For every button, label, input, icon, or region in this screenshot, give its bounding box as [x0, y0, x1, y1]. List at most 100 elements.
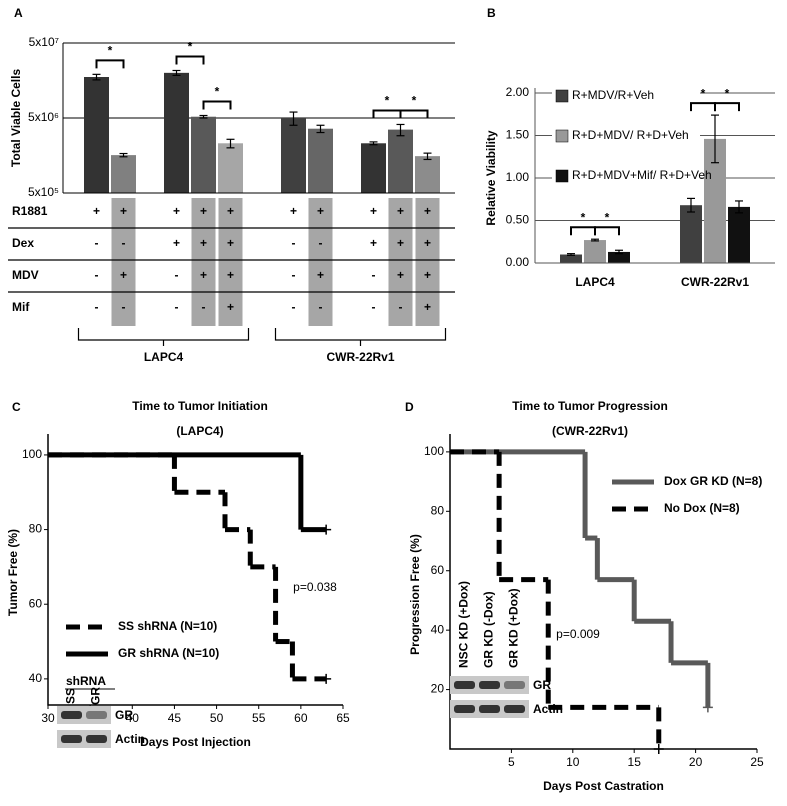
bar	[680, 205, 702, 263]
blot-band	[61, 735, 82, 743]
inset-header: shRNA	[66, 674, 106, 688]
condition-mark: +	[317, 204, 324, 218]
bar	[281, 118, 306, 193]
condition-mark: -	[95, 300, 99, 314]
x-tick-label: 45	[168, 711, 182, 725]
x-tick-label: 25	[750, 755, 764, 769]
group-label: CWR-22Rv1	[326, 350, 394, 364]
censor-mark	[321, 524, 332, 535]
condition-mark: +	[120, 204, 127, 218]
condition-mark: -	[122, 236, 126, 250]
y-tick-label: 5x10⁷	[29, 35, 59, 49]
x-tick-label: 5	[508, 755, 515, 769]
condition-mark: +	[227, 300, 234, 314]
legend-swatch	[555, 129, 569, 143]
condition-mark: +	[424, 268, 431, 282]
chart-title: Time to Tumor Initiation	[132, 399, 268, 413]
y-axis-label: Total Viable Cells	[9, 69, 23, 168]
significance-bracket	[714, 102, 740, 112]
y-tick-label: 80	[431, 503, 445, 517]
condition-mark: +	[200, 236, 207, 250]
blot-band	[504, 705, 525, 713]
x-tick-label: 40	[126, 711, 140, 725]
condition-name: MDV	[12, 268, 39, 282]
censor-mark	[702, 702, 713, 713]
condition-mark: +	[227, 204, 234, 218]
blot-band	[86, 711, 107, 719]
significance-bracket	[95, 59, 125, 69]
blot-band	[61, 711, 82, 719]
bar	[191, 116, 216, 193]
x-tick-label: 60	[294, 711, 308, 725]
condition-mark: -	[122, 300, 126, 314]
significance-label: *	[188, 40, 193, 54]
condition-mark: +	[200, 204, 207, 218]
blot-band	[479, 705, 500, 713]
y-tick-label: 0.50	[506, 213, 530, 227]
x-tick-label: 20	[689, 755, 703, 769]
x-tick-label: 65	[336, 711, 350, 725]
y-axis-label: Tumor Free (%)	[6, 529, 20, 616]
legend-swatch	[555, 89, 569, 103]
chart-subtitle: (LAPC4)	[176, 424, 223, 438]
condition-mark: -	[175, 300, 179, 314]
y-tick-label: 0.00	[506, 255, 530, 269]
annotation: p=0.038	[293, 580, 337, 594]
bar	[111, 155, 136, 193]
y-tick-label: 2.00	[506, 85, 530, 99]
significance-bracket	[175, 55, 205, 65]
blot-band	[86, 735, 107, 743]
x-tick-label: 55	[252, 711, 266, 725]
y-tick-label: 100	[22, 447, 42, 461]
legend-label: R+MDV/R+Veh	[572, 88, 654, 102]
inset-lane-label: SS	[64, 688, 78, 704]
condition-mark: -	[319, 236, 323, 250]
condition-mark: +	[290, 204, 297, 218]
condition-mark: -	[372, 300, 376, 314]
y-tick-label: 20	[431, 682, 445, 696]
x-tick-label: 10	[566, 755, 580, 769]
bar	[388, 129, 413, 193]
bar	[84, 77, 109, 193]
legend-label: SS shRNA (N=10)	[118, 619, 217, 633]
y-tick-label: 60	[431, 563, 445, 577]
condition-mark: +	[424, 204, 431, 218]
y-tick-label: 60	[29, 596, 43, 610]
x-tick-label: 50	[210, 711, 224, 725]
significance-label: *	[215, 85, 220, 99]
x-axis-label: Days Post Injection	[140, 735, 251, 749]
y-tick-label: 1.50	[506, 128, 530, 142]
censor-mark	[653, 744, 664, 754]
significance-bracket	[399, 109, 429, 119]
chart-subtitle: (CWR-22Rv1)	[552, 424, 628, 438]
y-axis-label: Relative Viability	[484, 130, 498, 225]
bar	[361, 143, 386, 193]
significance-label: *	[605, 210, 610, 224]
y-tick-label: 5x10⁶	[28, 110, 59, 124]
bar	[584, 240, 606, 263]
annotation: p=0.009	[556, 627, 600, 641]
legend-label: R+D+MDV/ R+D+Veh	[572, 128, 689, 142]
condition-shade	[415, 198, 440, 326]
inset-band-label: GR	[115, 708, 133, 722]
condition-shade	[191, 198, 216, 326]
blot-band	[454, 705, 475, 713]
condition-mark: -	[292, 236, 296, 250]
panel-letter: C	[12, 400, 21, 414]
y-tick-label: 40	[29, 671, 43, 685]
condition-mark: +	[120, 268, 127, 282]
blot-strip	[57, 706, 111, 724]
chart-title: Time to Tumor Progression	[512, 399, 668, 413]
condition-mark: +	[397, 204, 404, 218]
condition-mark: -	[95, 236, 99, 250]
condition-mark: +	[370, 204, 377, 218]
group-brace	[274, 328, 447, 346]
significance-label: *	[385, 94, 390, 108]
group-label: LAPC4	[144, 350, 184, 364]
bar	[308, 128, 333, 193]
condition-mark: -	[319, 300, 323, 314]
x-tick-label: LAPC4	[575, 275, 615, 289]
inset-band-label: Actin	[533, 702, 563, 716]
condition-mark: -	[202, 300, 206, 314]
